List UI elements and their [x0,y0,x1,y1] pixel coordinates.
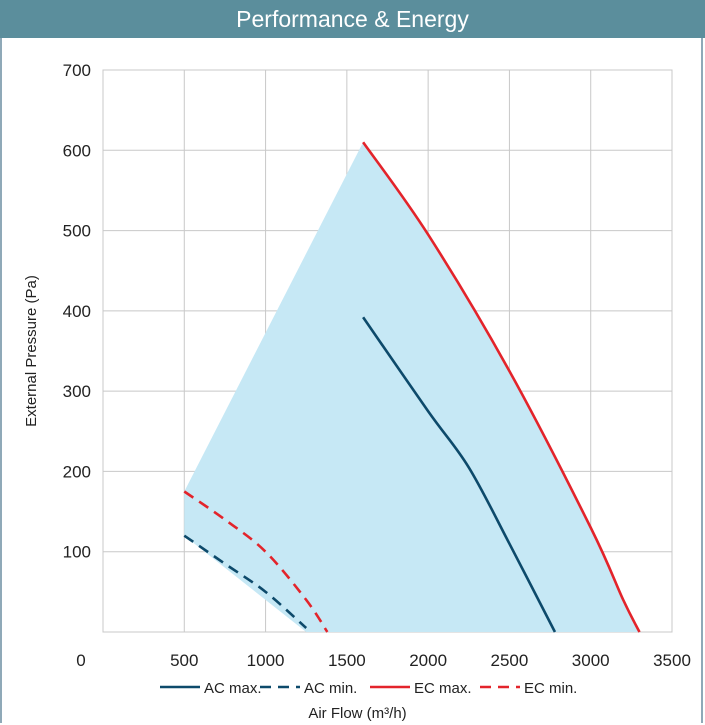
x-tick-label: 3000 [572,651,610,670]
x-tick-label: 3500 [653,651,691,670]
y-tick-label: 500 [63,222,91,241]
x-tick-label: 500 [170,651,198,670]
y-tick-label: 400 [63,302,91,321]
x-axis-label: Air Flow (m³/h) [308,705,406,722]
y-tick-label: 300 [63,382,91,401]
tick-labels: 0 500 1000 1500 2000 2500 3000 3500 100 200 300 400… [63,61,691,670]
series-line-ac-min [183,534,308,629]
x-tick-label: 0 [76,651,85,670]
series-line-ac-max [362,316,557,633]
x-tick-label: 2500 [491,651,529,670]
y-tick-label: 100 [63,543,91,562]
x-tick-label: 1500 [328,651,366,670]
series-line-ec-max [362,141,641,633]
x-tick-label: 2000 [409,651,447,670]
legend: AC max. AC min. EC max. EC min. [160,680,577,697]
x-tick-label: 1000 [247,651,285,670]
y-tick-label: 600 [63,141,91,160]
series-lines [183,141,641,633]
legend-label: AC max. [204,680,262,697]
y-tick-label: 700 [63,61,91,80]
legend-label: EC max. [414,680,472,697]
chart-title: Performance & Energy [0,0,705,38]
y-axis-label: External Pressure (Pa) [23,275,40,427]
y-tick-label: 200 [63,462,91,481]
legend-label: EC min. [524,680,577,697]
legend-label: AC min. [304,680,357,697]
